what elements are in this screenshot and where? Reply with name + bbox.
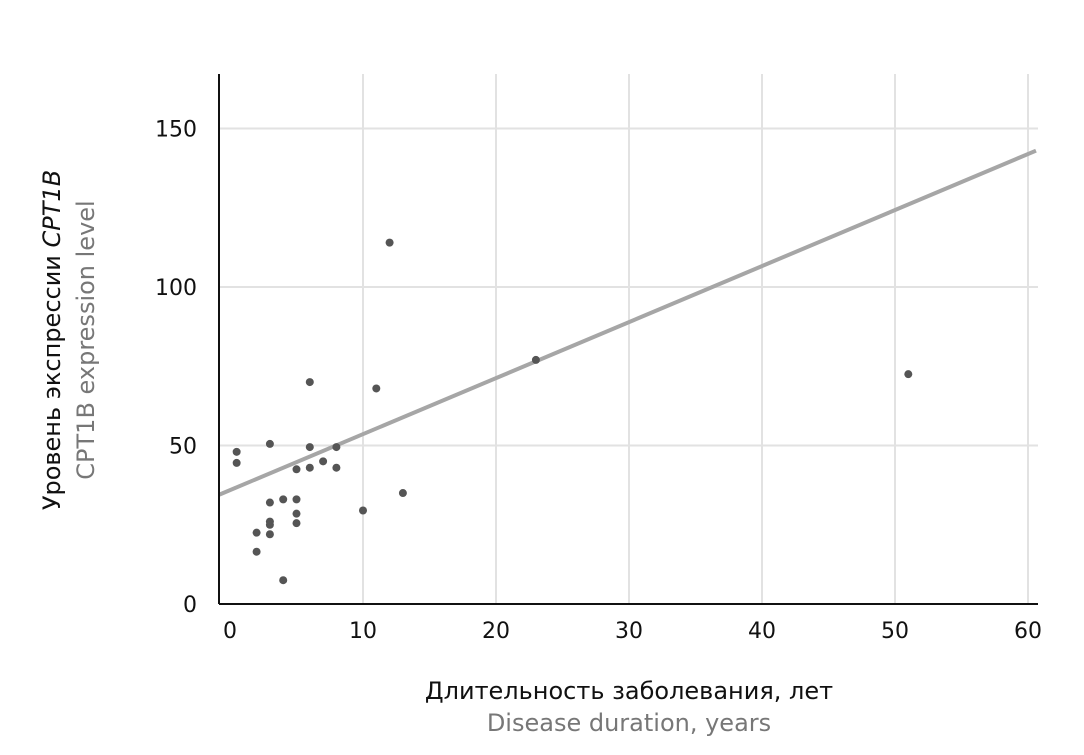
data-point-9 — [279, 495, 288, 504]
data-point-26 — [904, 370, 913, 379]
x-tick-label-0: 0 — [223, 619, 237, 644]
data-point-0 — [232, 447, 241, 456]
data-point-24 — [398, 489, 407, 498]
data-point-8 — [265, 530, 274, 539]
data-point-14 — [292, 519, 301, 528]
data-point-3 — [252, 547, 261, 556]
x-axis-label-en: Disease duration, years — [487, 709, 771, 737]
y-axis-label-en: CPT1B expression level — [72, 200, 100, 479]
data-point-25 — [531, 355, 540, 364]
data-point-19 — [332, 443, 341, 452]
data-point-20 — [332, 463, 341, 472]
data-point-11 — [292, 465, 301, 474]
data-point-21 — [359, 506, 367, 515]
data-point-1 — [232, 458, 241, 467]
x-tick-label-6: 60 — [1014, 619, 1042, 644]
data-point-10 — [279, 576, 288, 585]
y-axis-label-ru-prefix: Уровень экспрессии — [38, 247, 66, 510]
data-point-16 — [305, 443, 314, 452]
data-point-18 — [319, 457, 328, 466]
x-axis-label-ru: Длительность заболевания, лет — [425, 677, 833, 705]
data-point-23 — [385, 238, 394, 247]
y-tick-label-2: 100 — [155, 276, 197, 301]
y-tick-labels: 0 50 100 150 — [155, 118, 197, 619]
y-axis-label-ru-gene: CPT1B — [38, 170, 66, 248]
data-point-2 — [252, 528, 261, 537]
data-point-15 — [305, 378, 314, 387]
y-tick-label-3: 150 — [155, 118, 197, 143]
data-points — [232, 238, 913, 585]
data-point-4 — [265, 439, 274, 448]
y-tick-label-0: 0 — [183, 593, 197, 618]
x-tick-label-4: 40 — [748, 619, 776, 644]
data-point-17 — [305, 463, 314, 472]
trend-line — [218, 148, 1037, 497]
x-tick-label-1: 10 — [349, 619, 377, 644]
data-point-22 — [372, 384, 381, 393]
x-tick-label-2: 20 — [482, 619, 510, 644]
y-axis-label-ru: Уровень экспрессии CPT1B — [38, 170, 66, 510]
y-tick-label-1: 50 — [169, 435, 197, 460]
grid-lines — [219, 74, 1038, 604]
data-point-13 — [292, 509, 301, 518]
x-tick-labels: 0 10 20 30 40 50 60 — [223, 619, 1042, 644]
x-tick-label-5: 50 — [881, 619, 909, 644]
data-point-5 — [265, 498, 274, 507]
data-point-12 — [292, 495, 301, 504]
data-point-7 — [265, 520, 274, 529]
x-tick-label-3: 30 — [615, 619, 643, 644]
